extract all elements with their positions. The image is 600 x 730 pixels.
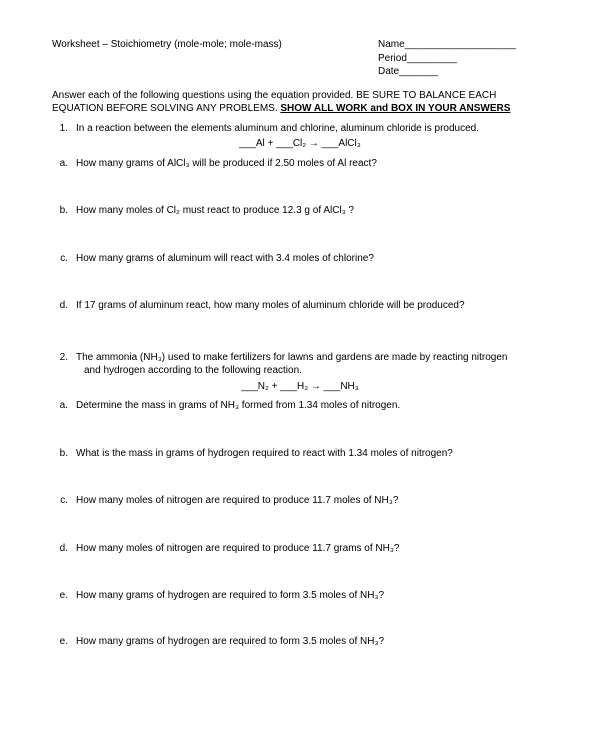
q2e1-letter: e.	[52, 589, 76, 603]
q2b: b. What is the mass in grams of hydrogen…	[52, 447, 548, 461]
spacer	[52, 508, 548, 536]
q2d: d. How many moles of nitrogen are requir…	[52, 542, 548, 556]
q2-equation: ___N₂ + ___H₂ → ___NH₃	[52, 380, 548, 394]
date-field-line: Date_______	[378, 65, 548, 79]
q1a: a. How many grams of AlCl₃ will be produ…	[52, 157, 548, 171]
instructions: Answer each of the following questions u…	[52, 89, 548, 116]
spacer	[52, 460, 548, 488]
spacer	[52, 170, 548, 198]
name-blank: ____________________	[405, 39, 516, 50]
period-label: Period	[378, 53, 407, 64]
q1a-letter: a.	[52, 157, 76, 171]
q2c-text: How many moles of nitrogen are required …	[76, 494, 548, 508]
period-blank: _________	[407, 53, 457, 64]
q2-number: 2.	[52, 351, 76, 365]
q2e2-letter: e.	[52, 635, 76, 649]
header-row: Worksheet – Stoichiometry (mole-mole; mo…	[52, 38, 548, 79]
q2e2-text: How many grams of hydrogen are required …	[76, 635, 548, 649]
q1b-letter: b.	[52, 204, 76, 218]
q2-text: The ammonia (NH₃) used to make fertilize…	[76, 351, 548, 378]
q1d-text: If 17 grams of aluminum react, how many …	[76, 299, 548, 313]
q1a-text: How many grams of AlCl₃ will be produced…	[76, 157, 548, 171]
q2a: a. Determine the mass in grams of NH₃ fo…	[52, 399, 548, 413]
q1d-letter: d.	[52, 299, 76, 313]
q1-stem: 1. In a reaction between the elements al…	[52, 122, 548, 136]
q1-equation: ___Al + ___Cl₂ → ___AlCl₃	[52, 137, 548, 151]
q2a-letter: a.	[52, 399, 76, 413]
q1b-text: How many moles of Cl₂ must react to prod…	[76, 204, 548, 218]
q1-text: In a reaction between the elements alumi…	[76, 122, 548, 136]
spacer	[52, 555, 548, 583]
date-blank: _______	[399, 66, 438, 77]
spacer	[52, 265, 548, 293]
spacer	[52, 313, 548, 341]
q2e1: e. How many grams of hydrogen are requir…	[52, 589, 548, 603]
q2-stem: 2. The ammonia (NH₃) used to make fertil…	[52, 351, 548, 378]
worksheet-title: Worksheet – Stoichiometry (mole-mole; mo…	[52, 38, 282, 79]
q2-text-line1: The ammonia (NH₃) used to make fertilize…	[76, 351, 548, 365]
q1c: c. How many grams of aluminum will react…	[52, 252, 548, 266]
name-label: Name	[378, 39, 405, 50]
q2a-text: Determine the mass in grams of NH₃ forme…	[76, 399, 548, 413]
spacer	[52, 218, 548, 246]
date-label: Date	[378, 66, 399, 77]
q2e2: e. How many grams of hydrogen are requir…	[52, 635, 548, 649]
q2d-text: How many moles of nitrogen are required …	[76, 542, 548, 556]
q1c-text: How many grams of aluminum will react wi…	[76, 252, 548, 266]
header-fields: Name____________________ Period_________…	[378, 38, 548, 79]
period-field-line: Period_________	[378, 52, 548, 66]
q2b-text: What is the mass in grams of hydrogen re…	[76, 447, 548, 461]
q2c-letter: c.	[52, 494, 76, 508]
q2e1-text: How many grams of hydrogen are required …	[76, 589, 548, 603]
spacer	[52, 413, 548, 441]
name-field-line: Name____________________	[378, 38, 548, 52]
spacer	[52, 603, 548, 629]
q2-text-line2: and hydrogen according to the following …	[76, 364, 548, 378]
q2c: c. How many moles of nitrogen are requir…	[52, 494, 548, 508]
q1b: b. How many moles of Cl₂ must react to p…	[52, 204, 548, 218]
q1c-letter: c.	[52, 252, 76, 266]
q2d-letter: d.	[52, 542, 76, 556]
q1d: d. If 17 grams of aluminum react, how ma…	[52, 299, 548, 313]
instructions-emphasis: SHOW ALL WORK and BOX IN YOUR ANSWERS	[280, 103, 510, 114]
q2b-letter: b.	[52, 447, 76, 461]
q1-number: 1.	[52, 122, 76, 136]
